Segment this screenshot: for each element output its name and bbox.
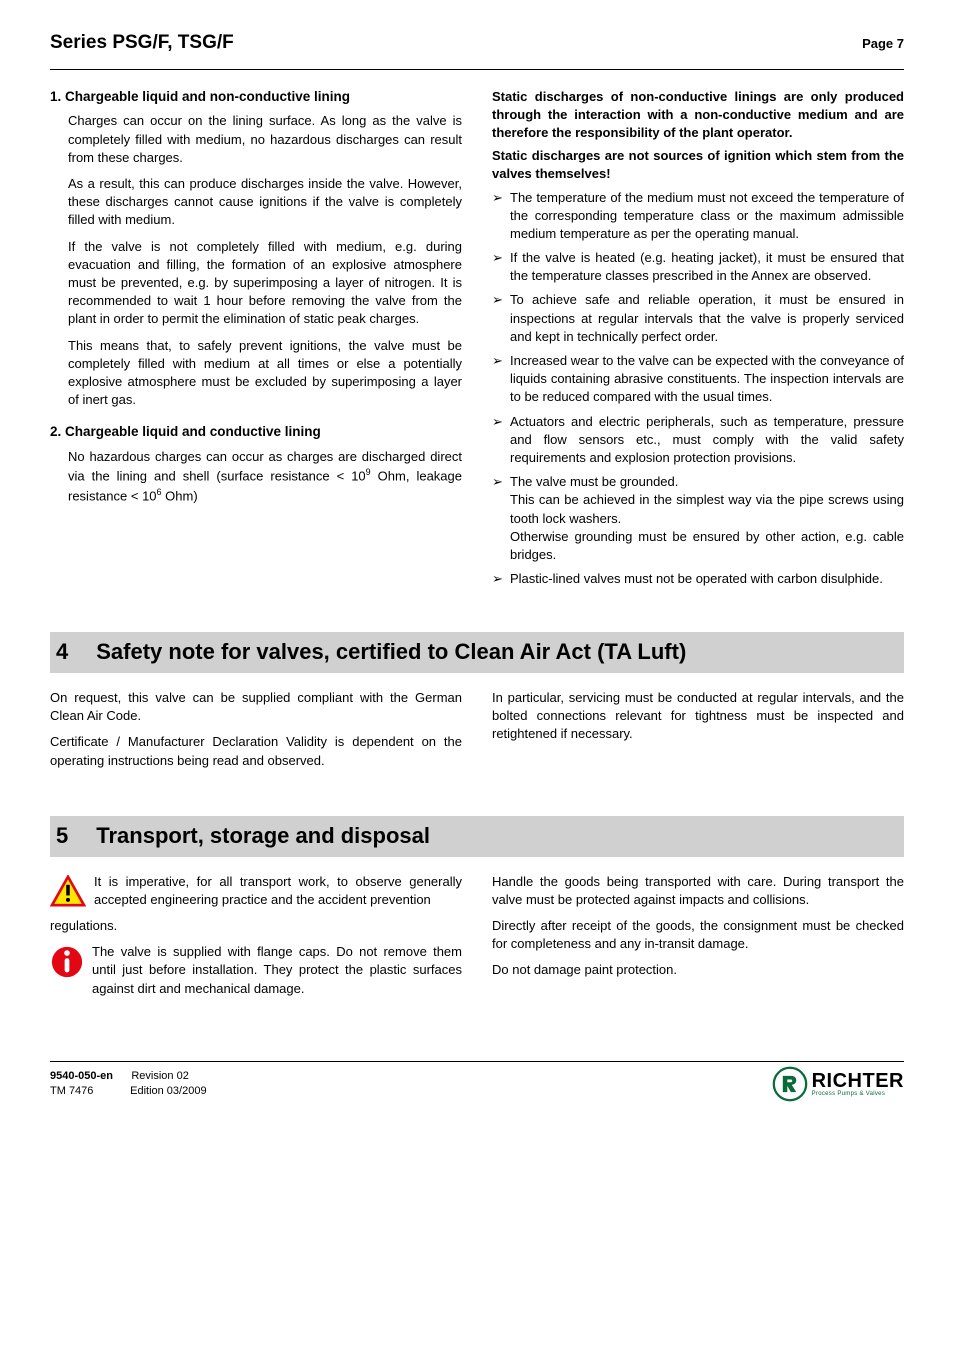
bullet-1: The temperature of the medium must not e… xyxy=(492,189,904,244)
section-4-banner: 4 Safety note for valves, certified to C… xyxy=(50,632,904,673)
bullet-3: To achieve safe and reliable operation, … xyxy=(492,291,904,346)
footer-doc-id: 9540-050-en xyxy=(50,1070,113,1082)
logo-brand: RICHTER xyxy=(812,1071,904,1091)
item-1: 1. Chargeable liquid and non-conductive … xyxy=(50,88,462,410)
item-1-p2: As a result, this can produce discharges… xyxy=(50,175,462,230)
footer-revision: Revision 02 xyxy=(131,1070,188,1082)
warning-text-cont: regulations. xyxy=(50,917,462,935)
header-rule xyxy=(50,69,904,70)
item-1-p4: This means that, to safely prevent ignit… xyxy=(50,337,462,410)
warning-text: It is imperative, for all transport work… xyxy=(94,873,462,909)
bullet-7: Plastic-lined valves must not be operate… xyxy=(492,570,904,588)
footer-left: 9540-050-en Revision 02 TM 7476 Edition … xyxy=(50,1069,207,1098)
bold-para-1: Static discharges of non-conductive lini… xyxy=(492,88,904,143)
bullet-6c: Otherwise grounding must be ensured by o… xyxy=(510,528,904,564)
section-4-left-p2: Certificate / Manufacturer Declaration V… xyxy=(50,733,462,769)
section-5-right-p2: Directly after receipt of the goods, the… xyxy=(492,917,904,953)
bullet-5: Actuators and electric peripherals, such… xyxy=(492,413,904,468)
bullet-4: Increased wear to the valve can be expec… xyxy=(492,352,904,407)
section-4-title: Safety note for valves, certified to Cle… xyxy=(96,637,686,668)
page-header: Series PSG/F, TSG/F Page 7 xyxy=(50,30,904,57)
section-5-right-p1: Handle the goods being transported with … xyxy=(492,873,904,909)
section-5-right: Handle the goods being transported with … xyxy=(492,873,904,1006)
footer-right: RICHTER Process Pumps & Valves xyxy=(772,1066,904,1102)
section-4-right-p1: In particular, servicing must be conduct… xyxy=(492,689,904,744)
footer-edition: Edition 03/2009 xyxy=(130,1085,206,1097)
info-text: The valve is supplied with flange caps. … xyxy=(92,943,462,998)
logo-text-block: RICHTER Process Pumps & Valves xyxy=(812,1071,904,1097)
section-5-num: 5 xyxy=(56,821,68,852)
info-row: The valve is supplied with flange caps. … xyxy=(50,943,462,998)
item-1-p3: If the valve is not completely filled wi… xyxy=(50,238,462,329)
item-2-heading: 2. Chargeable liquid and conductive lini… xyxy=(50,423,462,442)
right-column: Static discharges of non-conductive lini… xyxy=(492,88,904,595)
header-title: Series PSG/F, TSG/F xyxy=(50,30,234,57)
left-column: 1. Chargeable liquid and non-conductive … xyxy=(50,88,462,595)
warning-row: It is imperative, for all transport work… xyxy=(50,873,462,909)
bullet-6b: This can be achieved in the simplest way… xyxy=(510,491,904,527)
section-4-num: 4 xyxy=(56,637,68,668)
section-5-banner: 5 Transport, storage and disposal xyxy=(50,816,904,857)
page-number: Page 7 xyxy=(862,35,904,53)
section-4-cols: On request, this valve can be supplied c… xyxy=(50,689,904,778)
info-circle-icon xyxy=(50,945,84,979)
item-1-p1: Charges can occur on the lining surface.… xyxy=(50,112,462,167)
section-5-left: It is imperative, for all transport work… xyxy=(50,873,462,1006)
item-2: 2. Chargeable liquid and conductive lini… xyxy=(50,423,462,505)
bullet-6: The valve must be grounded. This can be … xyxy=(492,473,904,564)
section-5-cols: It is imperative, for all transport work… xyxy=(50,873,904,1006)
bullet-6a: The valve must be grounded. xyxy=(510,473,904,491)
footer-tm: TM 7476 xyxy=(50,1085,93,1097)
item-2-p1: No hazardous charges can occur as charge… xyxy=(50,448,462,505)
section-4-left: On request, this valve can be supplied c… xyxy=(50,689,462,778)
bold-para-2: Static discharges are not sources of ign… xyxy=(492,147,904,183)
bullet-2: If the valve is heated (e.g. heating jac… xyxy=(492,249,904,285)
section-5-right-p3: Do not damage paint protection. xyxy=(492,961,904,979)
section-4-right: In particular, servicing must be conduct… xyxy=(492,689,904,778)
section-5-title: Transport, storage and disposal xyxy=(96,821,430,852)
section-4-left-p1: On request, this valve can be supplied c… xyxy=(50,689,462,725)
item-1-heading: 1. Chargeable liquid and non-conductive … xyxy=(50,88,462,107)
warning-triangle-icon xyxy=(50,875,86,907)
item-2-p1-post: Ohm) xyxy=(162,488,198,503)
right-bullets: The temperature of the medium must not e… xyxy=(492,189,904,589)
richter-logo-icon xyxy=(772,1066,808,1102)
main-two-columns: 1. Chargeable liquid and non-conductive … xyxy=(50,88,904,595)
